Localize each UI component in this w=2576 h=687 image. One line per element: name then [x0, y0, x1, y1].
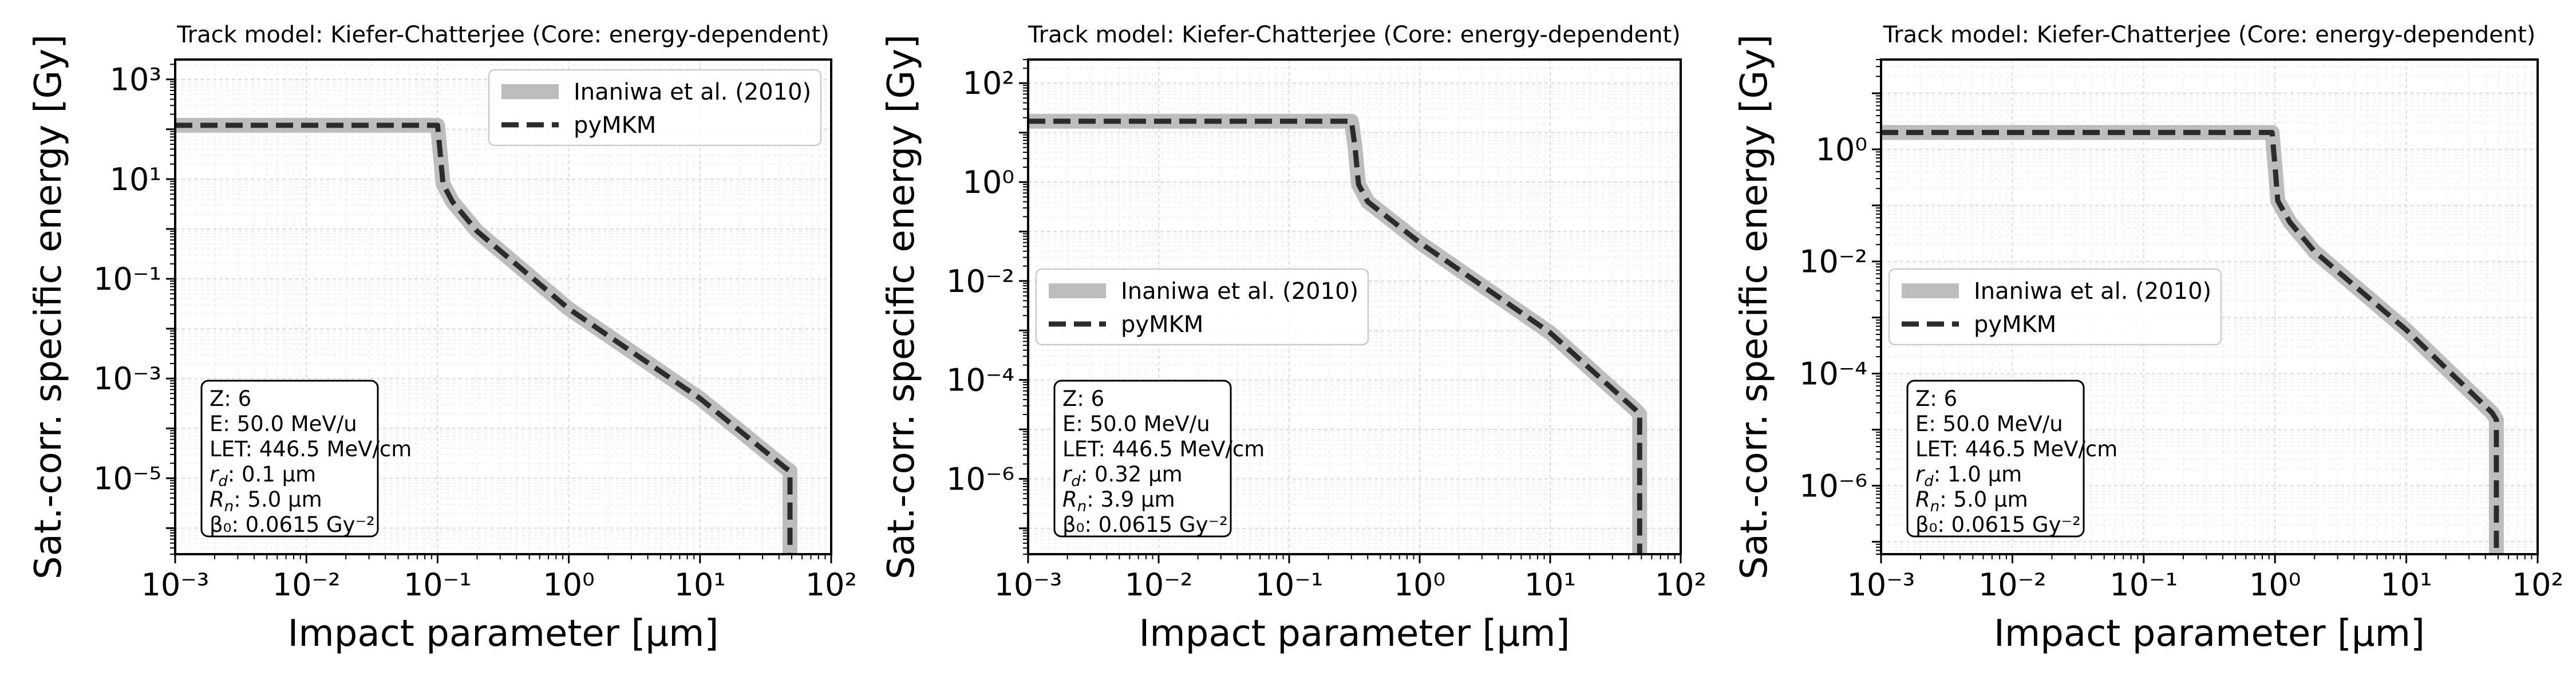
x-tick-label: 10⁻³: [1847, 567, 1915, 603]
y-axis: 10⁻⁵ 10⁻³ 10⁻¹ 10¹ 10³: [93, 62, 175, 555]
info-line: E: 50.0 MeV/u: [1915, 412, 2063, 436]
y-tick-label: 10⁰: [1816, 132, 1867, 168]
x-tick-label: 10²: [805, 567, 857, 603]
panel-3: 10⁻³ 10⁻² 10⁻¹ 10⁰ 10¹ 10² 10⁻⁶ 10⁻⁴ 10⁻² 10⁰ Trac…: [1733, 22, 2563, 655]
chart-title: Track model: Kiefer-Chatterjee (Core: en…: [176, 22, 829, 48]
info-box-frame: [1053, 380, 1232, 538]
y-tick-label: 10⁻¹: [93, 261, 161, 297]
series-line-pymkm: [1028, 119, 1642, 554]
axes-frame: [1880, 58, 2539, 555]
info-line: E: 50.0 MeV/u: [210, 412, 357, 436]
y-axis: 10⁻⁶ 10⁻⁴ 10⁻² 10⁰: [1799, 59, 1881, 555]
x-tick-label: 10⁻¹: [404, 567, 472, 603]
info-line: Rn: 5.0 μm: [210, 487, 322, 515]
legend-label: pyMKM: [1121, 311, 1203, 338]
info-line: rd: 0.32 μm: [1062, 462, 1183, 490]
x-tick-label: 10⁻¹: [1255, 567, 1323, 603]
x-axis-label: Impact parameter [μm]: [288, 613, 719, 655]
x-axis: 10⁻³ 10⁻² 10⁻¹ 10⁰ 10¹ 10²: [1847, 554, 2563, 603]
y-tick-label: 10¹: [110, 161, 161, 198]
x-axis: 10⁻³ 10⁻² 10⁻¹ 10⁰ 10¹ 10²: [994, 554, 1706, 603]
x-tick-label: 10⁻²: [272, 567, 341, 603]
info-line: rd: 0.1 μm: [210, 462, 316, 490]
info-line: rd: 1.0 μm: [1915, 462, 2022, 490]
legend-label: pyMKM: [1974, 311, 2056, 338]
info-line: Rn: 3.9 μm: [1062, 487, 1175, 515]
info-line: LET: 446.5 MeV/cm: [1062, 437, 1265, 461]
x-tick-label: 10¹: [674, 567, 726, 603]
x-tick-label: 10⁰: [2249, 567, 2301, 603]
chart-title: Track model: Kiefer-Chatterjee (Core: en…: [1028, 22, 1681, 48]
x-tick-label: 10⁻²: [1978, 567, 2046, 603]
info-box-frame: [1906, 380, 2085, 538]
x-tick-label: 10¹: [1524, 567, 1576, 603]
x-tick-label: 10²: [2512, 567, 2563, 603]
y-tick-label: 10³: [110, 62, 161, 98]
y-tick-label: 10⁻⁶: [1799, 468, 1867, 504]
y-axis-label: Sat.-corr. specific energy [Gy]: [880, 34, 923, 579]
x-tick-label: 10⁰: [543, 567, 594, 603]
y-axis-label: Sat.-corr. specific energy [Gy]: [1733, 34, 1776, 579]
legend-box: [1035, 268, 1369, 346]
panel-1: 10⁻³ 10⁻² 10⁻¹ 10⁰ 10¹ 10² 10⁻⁵ 10⁻³ 10⁻¹ 10¹ 10³ T…: [27, 22, 857, 655]
info-line: LET: 446.5 MeV/cm: [210, 437, 412, 461]
chart-title: Track model: Kiefer-Chatterjee (Core: en…: [1883, 22, 2536, 48]
x-tick-label: 10⁰: [1394, 567, 1445, 603]
x-axis-label: Impact parameter [μm]: [1994, 613, 2425, 655]
x-tick-label: 10⁻²: [1125, 567, 1193, 603]
y-tick-label: 10⁻²: [1799, 244, 1867, 280]
x-axis-label: Impact parameter [μm]: [1139, 613, 1570, 655]
legend: Inaniwa et al. (2010) pyMKM: [1035, 268, 1369, 346]
info-line: Z: 6: [1915, 386, 1957, 411]
y-axis-label: Sat.-corr. specific energy [Gy]: [27, 34, 70, 579]
series-line-pymkm: [1881, 129, 2499, 554]
legend: Inaniwa et al. (2010) pyMKM: [488, 69, 822, 147]
y-tick-label: 10⁰: [963, 164, 1014, 200]
legend-label: Inaniwa et al. (2010): [1121, 278, 1358, 305]
info-line: β₀: 0.0615 Gy⁻²: [1915, 512, 2081, 537]
x-tick-label: 10⁻³: [141, 567, 210, 603]
panel-2: 10⁻³ 10⁻² 10⁻¹ 10⁰ 10¹ 10² 10⁻⁶ 10⁻⁴ 10⁻² 10⁰ 10² T…: [880, 22, 1706, 655]
y-tick-label: 10⁻⁴: [946, 362, 1014, 398]
x-tick-label: 10⁻¹: [2109, 567, 2178, 603]
y-tick-label: 10⁻⁵: [93, 460, 161, 496]
info-line: LET: 446.5 MeV/cm: [1915, 437, 2117, 461]
y-tick-label: 10²: [963, 65, 1014, 101]
legend-box: [1888, 268, 2222, 346]
y-tick-label: 10⁻²: [946, 263, 1014, 299]
info-line: Z: 6: [1062, 386, 1104, 411]
x-tick-label: 10²: [1655, 567, 1706, 603]
x-tick-label: 10⁻³: [994, 567, 1062, 603]
info-box-frame: [200, 380, 379, 538]
series-line-pymkm: [175, 123, 793, 554]
info-line: β₀: 0.0615 Gy⁻²: [1062, 512, 1228, 537]
info-line: E: 50.0 MeV/u: [1062, 412, 1210, 436]
x-tick-label: 10¹: [2380, 567, 2432, 603]
y-tick-label: 10⁻⁴: [1799, 356, 1867, 392]
legend-label: Inaniwa et al. (2010): [574, 79, 811, 105]
y-tick-label: 10⁻⁶: [946, 461, 1014, 497]
y-tick-label: 10⁻³: [93, 361, 161, 397]
y-axis: 10⁻⁶ 10⁻⁴ 10⁻² 10⁰ 10²: [946, 59, 1028, 555]
legend-label: pyMKM: [574, 112, 656, 139]
legend-label: Inaniwa et al. (2010): [1974, 278, 2211, 305]
legend-box: [488, 69, 822, 147]
info-line: β₀: 0.0615 Gy⁻²: [210, 512, 375, 537]
legend: Inaniwa et al. (2010) pyMKM: [1888, 268, 2222, 346]
info-line: Z: 6: [210, 386, 251, 411]
info-line: Rn: 5.0 μm: [1915, 487, 2028, 515]
x-axis: 10⁻³ 10⁻² 10⁻¹ 10⁰ 10¹ 10²: [141, 554, 857, 603]
axes-frame: [174, 58, 832, 555]
